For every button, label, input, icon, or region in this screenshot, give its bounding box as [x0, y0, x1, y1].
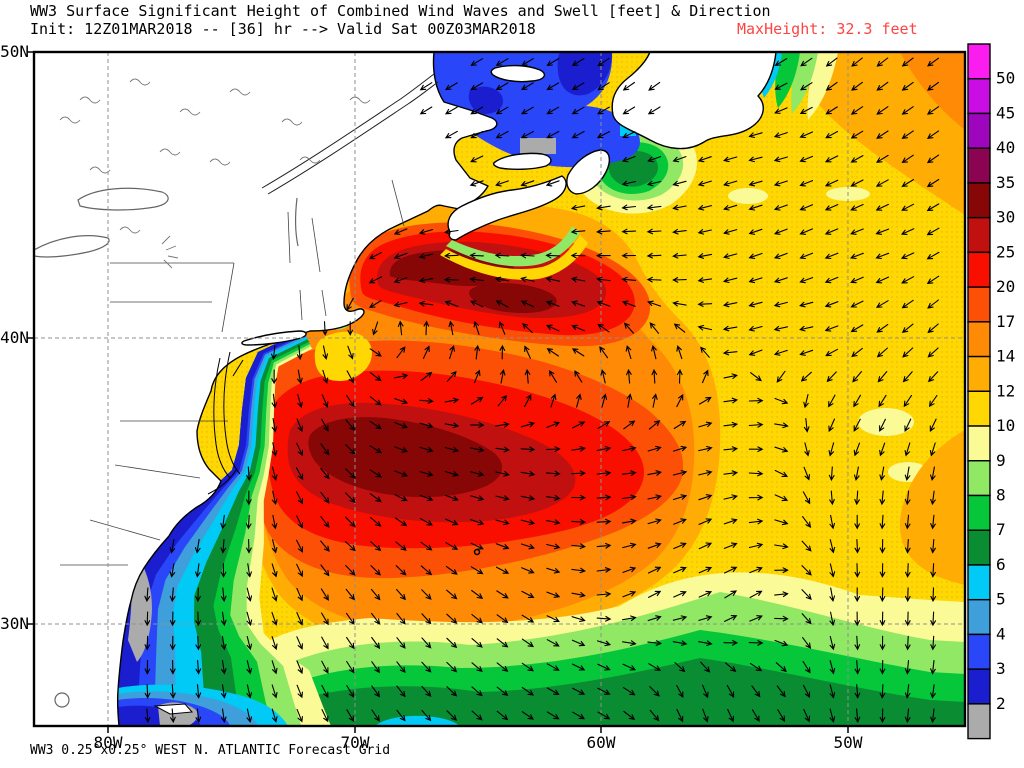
colorbar-label: 9 — [996, 451, 1006, 470]
chart-title: WW3 Surface Significant Height of Combin… — [30, 2, 771, 20]
colorbar-label: 6 — [996, 555, 1006, 574]
inland-detail — [34, 73, 439, 708]
colorbar-label: 40 — [996, 138, 1015, 157]
colorbar-label: 14 — [996, 347, 1015, 366]
bermuda-island — [473, 548, 481, 556]
colorbar-label: 25 — [996, 242, 1015, 261]
colorbar-label: 3 — [996, 659, 1006, 678]
colorbar-label: 30 — [996, 208, 1015, 227]
colorbar-label: 17 — [996, 312, 1015, 331]
newfoundland — [611, 52, 777, 150]
colorbar-label: 4 — [996, 624, 1006, 643]
colorbar-label: 45 — [996, 103, 1015, 122]
wave-direction-arrows — [144, 57, 940, 724]
colorbar-label: 5 — [996, 590, 1006, 609]
land-masses — [34, 52, 777, 726]
colorbar — [967, 43, 991, 740]
anticosti-island — [490, 64, 546, 83]
colorbar-label: 12 — [996, 381, 1015, 400]
y-tick-label: 50N — [0, 42, 29, 61]
y-tick-label: 30N — [0, 614, 29, 633]
axis-ticks — [27, 51, 849, 733]
colorbar-label: 35 — [996, 173, 1015, 192]
colorbar-label: 50 — [996, 69, 1015, 88]
map-canvas — [34, 52, 965, 726]
nova-scotia — [447, 175, 567, 241]
y-tick-label: 40N — [0, 328, 29, 347]
colorbar-labels: 50 45 40 35 30 25 20 17 14 12 10 9 8 7 6 5 4 3 2 — [996, 69, 1015, 713]
map-frame — [32, 50, 967, 728]
colorbar-label: 20 — [996, 277, 1015, 296]
x-tick-label: 70W — [341, 733, 370, 752]
colorbar-label: 10 — [996, 416, 1015, 435]
colorbar-label: 8 — [996, 485, 1006, 504]
cape-breton — [566, 149, 611, 195]
graticule — [34, 52, 965, 726]
x-tick-label: 80W — [94, 733, 123, 752]
axis-labels: 80W 70W 60W 50W 50N 40N 30N — [0, 42, 863, 752]
colorbar-label: 2 — [996, 694, 1006, 713]
colorbar-label: 7 — [996, 520, 1006, 539]
x-tick-label: 50W — [834, 733, 863, 752]
max-height-label: MaxHeight: 32.3 feet — [737, 20, 918, 38]
river-squiggles — [59, 78, 371, 269]
footer-caption: WW3 0.25°x0.25° WEST N. ATLANTIC Forecas… — [30, 743, 390, 758]
prince-edward-island — [492, 152, 552, 171]
chart-subtitle: Init: 12Z01MAR2018 -- [36] hr --> Valid … — [30, 20, 536, 38]
x-tick-label: 60W — [587, 733, 616, 752]
